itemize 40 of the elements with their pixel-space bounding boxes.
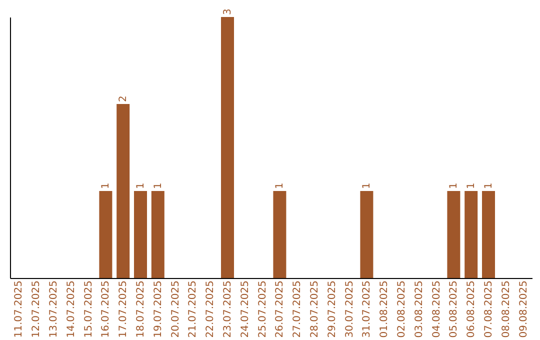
data-label: 1 <box>448 182 460 189</box>
x-tick-label: 18.07.2025 <box>136 280 146 338</box>
data-label: 1 <box>274 182 286 189</box>
data-label: 3 <box>222 8 234 15</box>
data-label: 1 <box>484 182 494 189</box>
x-tick-label: 16.07.2025 <box>100 280 112 338</box>
x-tick-label: 31.07.2025 <box>362 280 373 338</box>
x-tick-label: 19.07.2025 <box>152 280 164 338</box>
x-tick-label: 28.07.2025 <box>310 280 320 338</box>
data-label: 1 <box>152 182 164 189</box>
x-tick-label: 12.07.2025 <box>31 280 42 338</box>
data-label: 1 <box>136 182 146 189</box>
x-tick-label: 09.08.2025 <box>518 280 530 338</box>
x-tick-label: 29.07.2025 <box>326 280 338 338</box>
x-tick-label: 11.07.2025 <box>14 280 25 338</box>
x-tick-label: 08.08.2025 <box>500 280 512 338</box>
x-tick-label: 17.07.2025 <box>118 280 130 338</box>
x-tick-label: 23.07.2025 <box>222 280 234 338</box>
x-tick-label: 13.07.2025 <box>48 280 60 338</box>
x-tick-label: 03.08.2025 <box>414 280 425 338</box>
data-label: 2 <box>118 96 130 102</box>
x-tick-label: 02.08.2025 <box>396 280 408 338</box>
data-label: 1 <box>100 182 112 189</box>
x-tick-label: 07.08.2025 <box>484 280 494 338</box>
x-tick-label: 20.07.2025 <box>170 280 182 338</box>
x-tick-label: 26.07.2025 <box>274 280 286 338</box>
data-label: 1 <box>362 182 373 189</box>
x-tick-label: 30.07.2025 <box>344 280 356 338</box>
x-tick-label: 04.08.2025 <box>431 280 442 338</box>
x-tick-label: 14.07.2025 <box>66 280 77 338</box>
x-tick-label: 21.07.2025 <box>188 280 199 338</box>
x-tick-label: 05.08.2025 <box>448 280 460 338</box>
x-tick-label: 01.08.2025 <box>379 280 390 338</box>
x-tick-label: 27.07.2025 <box>292 280 304 338</box>
x-tick-label: 25.07.2025 <box>257 280 268 338</box>
x-tick-label: 06.08.2025 <box>466 280 478 338</box>
data-label: 1 <box>466 182 478 189</box>
x-tick-label: 22.07.2025 <box>205 280 216 338</box>
x-tick-label: 24.07.2025 <box>240 280 251 338</box>
x-tick-label: 15.07.2025 <box>83 280 94 338</box>
